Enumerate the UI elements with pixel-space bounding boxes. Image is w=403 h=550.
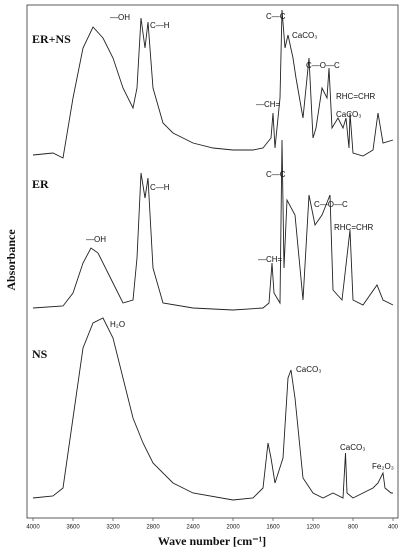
spectrum-line — [32, 9, 394, 159]
peak-annotation: CaCO₃ — [340, 443, 365, 452]
x-tick-label: 400 — [388, 525, 399, 531]
peak-annotation: —CH= — [258, 255, 283, 264]
peak-annotation: Fe₂O₃ — [372, 462, 394, 471]
peak-annotation: RHC=CHR — [334, 223, 374, 232]
peak-annotation: C—H — [150, 21, 170, 30]
peak-annotation: —OH — [110, 13, 130, 22]
peak-annotation: RHC=CHR — [336, 92, 376, 101]
x-tick-label: 1600 — [266, 525, 280, 531]
peak-annotation: —OH — [86, 235, 106, 244]
peak-annotation: C—O—C — [314, 200, 348, 209]
peak-annotation: CaCO₃ — [296, 365, 321, 374]
peak-annotation: H₂O — [110, 320, 125, 329]
peak-annotation: CaCO₃ — [292, 31, 317, 40]
peak-annotation: CaCO₃ — [336, 110, 361, 119]
x-tick-label: 2400 — [186, 525, 200, 531]
x-tick-label: 2000 — [226, 525, 240, 531]
peak-annotation: —CH= — [256, 100, 281, 109]
peak-annotation: C—O—C — [306, 61, 340, 70]
x-tick-label: 1200 — [306, 525, 320, 531]
x-axis-label: Wave number [cm⁻¹] — [158, 534, 266, 548]
x-tick-label: 4000 — [26, 525, 40, 531]
plot-frame — [26, 4, 399, 519]
series-label: ER — [32, 177, 49, 191]
spectrum-line — [32, 139, 394, 311]
peak-annotation: C—C — [266, 170, 286, 179]
y-axis-label: Absorbance — [4, 229, 18, 291]
peak-annotation: C—C — [266, 12, 286, 21]
series-label: NS — [32, 347, 48, 361]
spectrum-line — [32, 317, 393, 501]
x-tick-label: 3600 — [66, 525, 80, 531]
x-tick-label: 2800 — [146, 525, 160, 531]
peak-annotation: C—H — [150, 183, 170, 192]
x-tick-label: 3200 — [106, 525, 120, 531]
series-label: ER+NS — [32, 32, 71, 46]
x-tick-label: 800 — [348, 525, 359, 531]
